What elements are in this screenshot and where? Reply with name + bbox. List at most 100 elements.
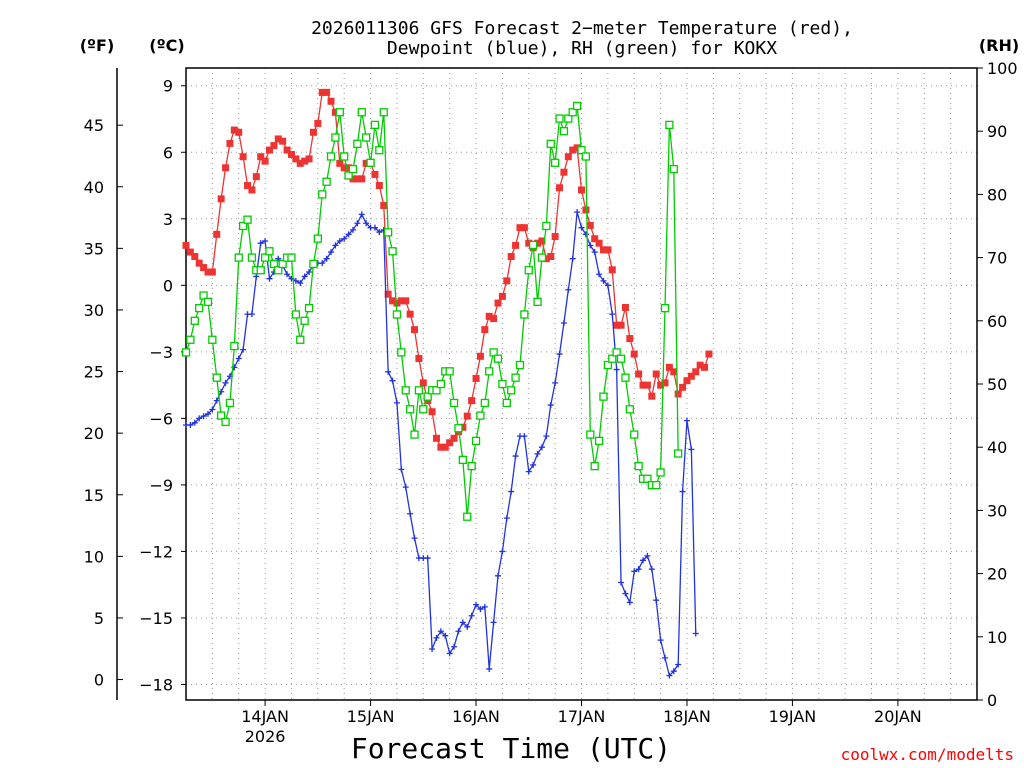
rh-point xyxy=(309,259,318,269)
x-tick-year-label: 2026 xyxy=(245,727,286,746)
temperature-point xyxy=(578,186,585,194)
rh-point xyxy=(454,424,463,433)
rh-point xyxy=(476,411,485,420)
rh-point xyxy=(511,373,520,382)
temperature-point xyxy=(490,315,498,323)
temperature-point xyxy=(595,239,603,247)
dewpoint-point xyxy=(587,242,594,249)
temperature-point xyxy=(520,224,528,232)
dewpoint-point xyxy=(275,255,282,262)
temperature-point xyxy=(665,363,673,371)
temperature-point xyxy=(613,321,621,329)
rh-point xyxy=(537,253,547,262)
rh-point xyxy=(524,266,533,275)
dewpoint-point xyxy=(622,590,629,597)
temperature-point xyxy=(191,252,199,260)
dewpoint-point xyxy=(538,444,545,451)
fahrenheit-tick-label: 30 xyxy=(84,301,104,320)
rh-tick-label: 30 xyxy=(987,501,1007,520)
rh-point xyxy=(625,405,634,414)
temperature-point xyxy=(437,443,445,451)
dewpoint-point xyxy=(670,668,677,675)
dewpoint-point xyxy=(222,379,229,386)
fahrenheit-tick-label: 5 xyxy=(94,609,104,628)
rh-point xyxy=(181,348,191,357)
dewpoint-point xyxy=(468,612,475,619)
rh-point xyxy=(564,114,573,123)
dewpoint-point xyxy=(503,515,510,522)
rh-point xyxy=(634,462,643,471)
rh-tick-label: 60 xyxy=(987,312,1007,331)
rh-point xyxy=(370,120,380,130)
temperature-point xyxy=(345,164,353,172)
temperature-point xyxy=(705,350,713,358)
temperature-point xyxy=(182,241,190,249)
x-axis-label: Forecast Time (UTC) xyxy=(351,732,671,765)
dewpoint-point xyxy=(253,273,260,280)
rh-point xyxy=(238,221,248,231)
rh-point xyxy=(550,158,560,167)
rh-point xyxy=(599,392,608,401)
temperature-point xyxy=(257,153,265,161)
temperature-point xyxy=(208,268,216,276)
temperature-point xyxy=(195,259,203,267)
temperature-point xyxy=(301,157,309,165)
rh-point xyxy=(379,108,388,117)
dewpoint-point xyxy=(653,597,660,604)
dewpoint-point xyxy=(521,433,528,440)
rh-point xyxy=(190,316,199,325)
chart-title-line-2: Dewpoint (blue), RH (green) for KOKX xyxy=(387,38,777,59)
x-tick-label: 14JAN xyxy=(241,707,289,726)
rh-point xyxy=(392,310,402,319)
rh-point xyxy=(397,348,406,357)
rh-point xyxy=(542,221,551,231)
rh-tick-label: 20 xyxy=(987,565,1007,584)
rh-point xyxy=(300,316,309,325)
temperature-point xyxy=(287,150,295,158)
temperature-point xyxy=(239,153,247,161)
temperature-point xyxy=(463,412,471,420)
temperature-point xyxy=(309,128,317,136)
dewpoint-point xyxy=(301,273,308,280)
dewpoint-point xyxy=(433,634,440,641)
temperature-point xyxy=(252,173,260,181)
dewpoint-point xyxy=(596,271,603,278)
dewpoint-point xyxy=(345,231,352,238)
fahrenheit-tick-label: 45 xyxy=(84,116,104,135)
temperature-series xyxy=(182,88,713,451)
rh-point xyxy=(612,348,621,357)
temperature-point xyxy=(468,397,476,405)
temperature-point xyxy=(547,252,555,260)
temperature-point xyxy=(696,361,704,369)
rh-point xyxy=(529,240,538,250)
temperature-point xyxy=(230,126,238,134)
rh-point xyxy=(278,259,287,269)
rh-point xyxy=(630,430,639,439)
temperature-point xyxy=(639,381,647,389)
fahrenheit-tick-label: 25 xyxy=(84,363,104,382)
dewpoint-point xyxy=(688,446,695,453)
rh-point xyxy=(322,177,331,186)
temperature-point xyxy=(283,146,291,154)
celsius-tick-label: 0 xyxy=(163,276,173,295)
rh-point xyxy=(414,386,424,395)
rh-tick-label: 90 xyxy=(987,122,1007,141)
dewpoint-point xyxy=(248,311,255,318)
dewpoint-point xyxy=(512,453,519,460)
dewpoint-point xyxy=(473,601,480,608)
dewpoint-point xyxy=(376,229,383,236)
temperature-point xyxy=(441,443,449,451)
temperature-point xyxy=(384,290,392,298)
temperature-point xyxy=(362,159,370,167)
dewpoint-point xyxy=(613,366,620,373)
dewpoint-point xyxy=(341,235,348,242)
temperature-point xyxy=(270,142,278,150)
rh-point xyxy=(340,152,349,161)
dewpoint-point xyxy=(402,484,409,491)
temperature-point xyxy=(674,390,682,398)
temperature-point xyxy=(248,186,256,194)
dewpoint-point xyxy=(437,628,444,635)
temperature-point xyxy=(292,155,300,163)
rh-point xyxy=(621,373,630,382)
rh-tick-label: 80 xyxy=(987,185,1007,204)
